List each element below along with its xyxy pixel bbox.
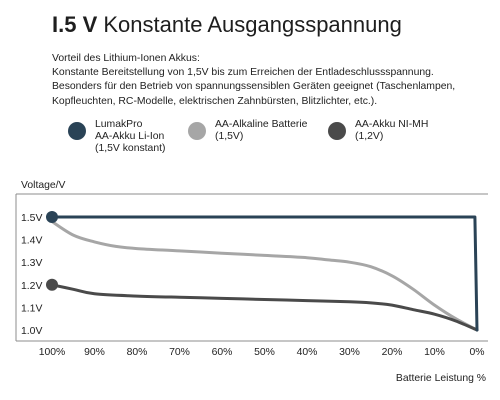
legend-swatch-lithium — [68, 122, 86, 140]
x-tick-label: 50% — [254, 347, 275, 358]
x-tick-label: 100% — [39, 347, 66, 358]
legend-line: LumakPro — [95, 119, 143, 130]
x-tick-label: 0% — [469, 347, 484, 358]
series-line-nimh — [50, 283, 479, 332]
description: Vorteil des Lithium-Ionen Akkus: Konstan… — [52, 52, 492, 109]
legend-swatch-nimh — [328, 122, 346, 140]
description-line: Konstante Bereitstellung von 1,5V bis zu… — [52, 67, 434, 79]
series-marker-nimh — [46, 278, 58, 291]
legend-swatch-alkaline — [188, 122, 206, 140]
x-tick-label: 30% — [339, 347, 360, 358]
y-axis-title: Voltage/V — [21, 180, 66, 191]
title-voltage: I.5 V — [52, 12, 98, 37]
page-title: I.5 V Konstante Ausgangsspannung — [52, 12, 402, 38]
series-line-lithium — [50, 215, 479, 332]
series-marker-lithium — [46, 211, 58, 223]
legend-line: (1,5V) — [215, 130, 244, 142]
x-tick-label: 90% — [84, 347, 105, 358]
legend-label-nimh: AA-Akku NI-MH (1,2V) — [355, 119, 428, 143]
x-tick-label: 80% — [127, 347, 148, 358]
x-tick-label: 20% — [382, 347, 403, 358]
legend-line: (1,5V konstant) — [95, 142, 166, 154]
x-tick-label: 10% — [424, 347, 445, 358]
y-tick-label: 1.5V — [21, 213, 42, 224]
legend-label-alkaline: AA-Alkaline Batterie (1,5V) — [215, 119, 307, 143]
description-line: Kopfleuchten, RC-Modelle, elektrischen Z… — [52, 95, 378, 107]
legend-line: AA-Akku Li-Ion — [95, 130, 165, 142]
legend-line: (1,2V) — [355, 130, 384, 142]
y-tick-label: 1.3V — [21, 258, 42, 269]
legend-label-lithium: LumakPro AA-Akku Li-Ion (1,5V konstant) — [95, 119, 165, 154]
y-tick-label: 1.4V — [21, 236, 42, 247]
x-tick-label: 60% — [212, 347, 233, 358]
x-axis-title: Batterie Leistung % — [396, 373, 486, 384]
description-line: Besonders für den Betrieb von spannungss… — [52, 81, 456, 93]
y-tick-label: 1.1V — [21, 303, 42, 314]
title-text: Konstante Ausgangsspannung — [103, 12, 402, 37]
x-tick-label: 70% — [169, 347, 190, 358]
description-line: Vorteil des Lithium-Ionen Akkus: — [52, 53, 200, 64]
legend-line: AA-Alkaline Batterie — [215, 119, 308, 130]
y-tick-label: 1.0V — [21, 326, 42, 337]
legend-line: AA-Akku NI-MH — [355, 119, 429, 130]
y-tick-label: 1.2V — [21, 281, 42, 292]
x-tick-label: 40% — [297, 347, 318, 358]
series-line-alkaline — [50, 220, 479, 332]
